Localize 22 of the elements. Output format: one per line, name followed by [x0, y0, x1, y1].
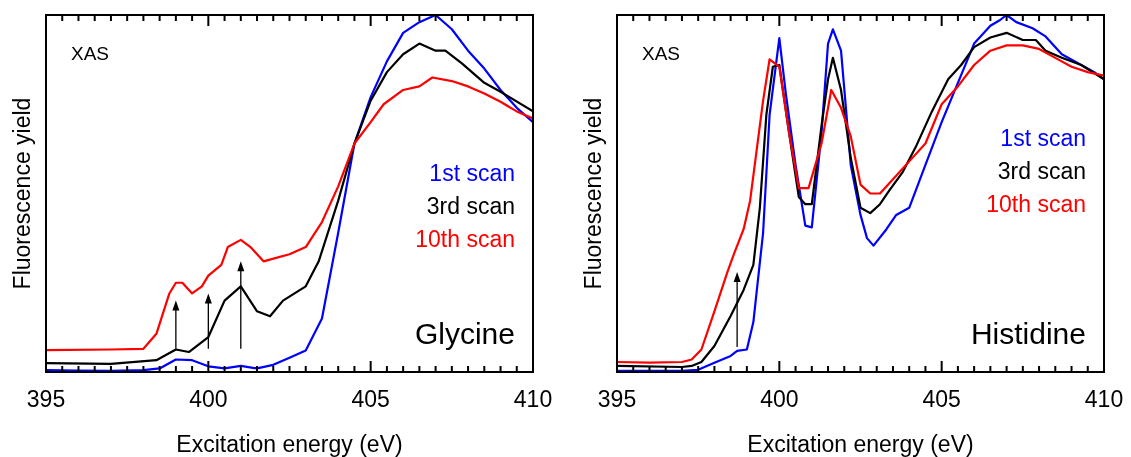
- y-axis-title: Fluorescence yield: [580, 97, 606, 290]
- series-label: 1st scan: [429, 160, 515, 187]
- annotation: Histidine: [970, 317, 1086, 350]
- x-tick-label: 410: [513, 386, 553, 412]
- x-tick-label: 400: [760, 386, 799, 412]
- text: 10th scan: [415, 226, 515, 253]
- x-tick-label: 405: [351, 386, 390, 412]
- text: 10th scan: [986, 190, 1086, 217]
- y-axis-title: Fluorescence yield: [9, 97, 35, 290]
- text: 1st scan: [1000, 124, 1086, 151]
- x-tick-label: 395: [26, 386, 66, 412]
- annotation: Glycine: [414, 317, 515, 350]
- x-axis-title: Excitation energy (eV): [747, 431, 974, 457]
- annotation: XAS: [642, 43, 681, 64]
- x-axis-title: Excitation energy (eV): [176, 431, 403, 457]
- x-tick-label: 400: [189, 386, 228, 412]
- text: 3rd scan: [426, 193, 515, 220]
- text: 3rd scan: [997, 157, 1086, 184]
- x-tick-label: 410: [1084, 386, 1124, 412]
- x-tick-label: 405: [922, 386, 961, 412]
- x-tick-label: 395: [597, 386, 637, 412]
- annotation: XAS: [71, 43, 110, 64]
